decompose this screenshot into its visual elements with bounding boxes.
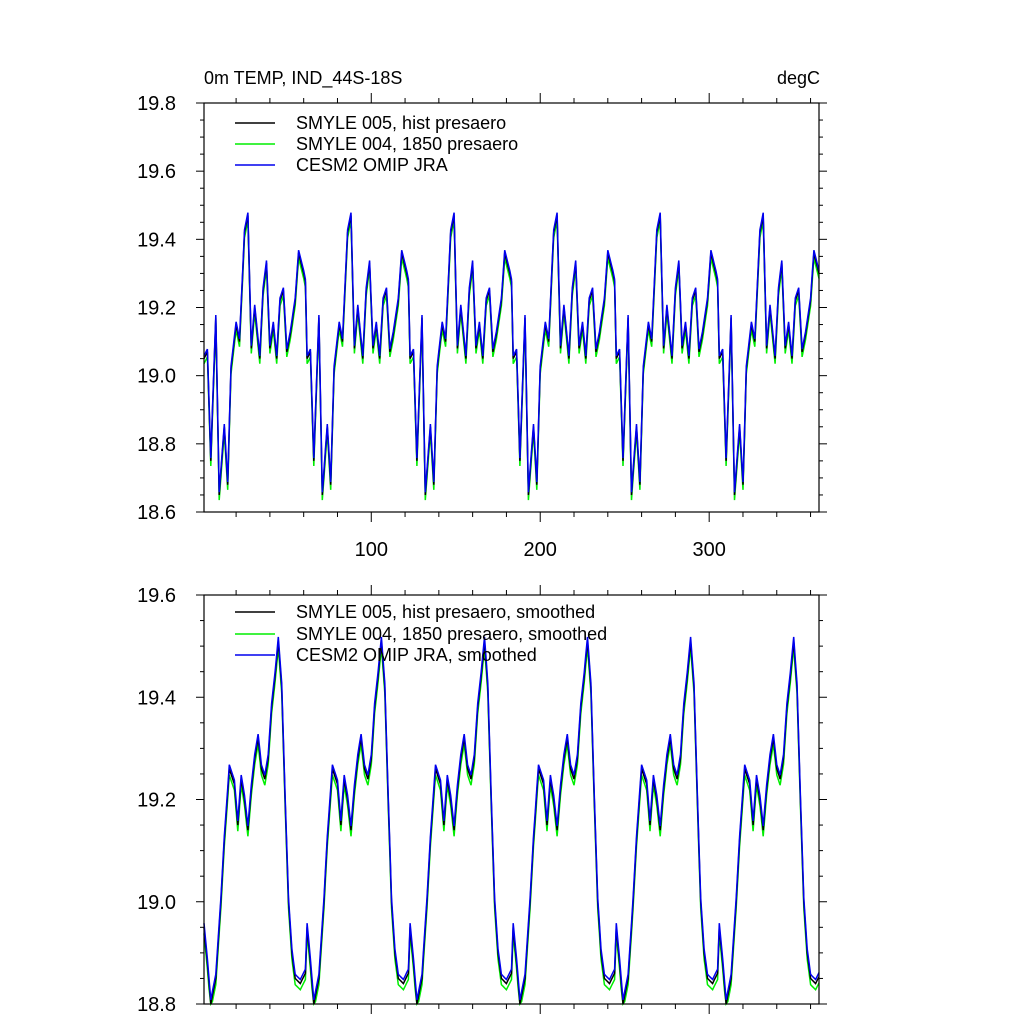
y-tick-label: 19.6 (137, 161, 176, 183)
legend-label-cesm2: CESM2 OMIP JRA (296, 155, 448, 175)
y-tick-label: 19.0 (137, 892, 176, 914)
bottom-smoothed-chart: 18.8 19.0 19.2 19.4 19.6 SMYLE 005, hist pre… (137, 585, 827, 1016)
legend-label-smyle-004-smoothed: SMYLE 004, 1850 presaero, smoothed (296, 624, 607, 644)
x-tick-label: 200 (524, 539, 557, 561)
y-tick-label: 19.0 (137, 366, 176, 388)
y-tick-label: 18.8 (137, 994, 176, 1016)
x-tick-label: 100 (355, 539, 388, 561)
legend: SMYLE 005, hist presaero SMYLE 004, 1850… (235, 113, 518, 175)
y-tick-label: 18.8 (137, 434, 176, 456)
y-tick-label: 19.2 (137, 298, 176, 320)
chart-title: 0m TEMP, IND_44S-18S (204, 68, 402, 89)
y-tick-label: 18.6 (137, 502, 176, 524)
legend: SMYLE 005, hist presaero, smoothed SMYLE… (235, 602, 607, 665)
x-tick-label: 300 (692, 539, 725, 561)
y-tick-label: 19.6 (137, 585, 176, 607)
y-tick-label: 19.2 (137, 790, 176, 812)
y-tick-label: 19.4 (137, 687, 176, 709)
ticks-layer: 18.8 19.0 19.2 19.4 19.6 (137, 585, 827, 1016)
y-tick-label: 19.4 (137, 229, 176, 251)
series-line-2 (203, 636, 820, 1001)
ticks-layer: 18.6 18.8 19.0 19.2 19.4 19.6 19.8 100 200 300 (137, 93, 827, 561)
series-layer (203, 636, 820, 1007)
legend-label-smyle-005-smoothed: SMYLE 005, hist presaero, smoothed (296, 602, 595, 622)
units-label: degC (777, 68, 820, 88)
series-layer (203, 212, 820, 501)
top-temperature-chart: 0m TEMP, IND_44S-18S degC 18.6 18.8 19.0 19… (137, 68, 827, 561)
legend-label-cesm2-smoothed: CESM2 OMIP JRA, smoothed (296, 645, 537, 665)
series-line-2 (203, 212, 820, 493)
y-tick-label: 19.8 (137, 93, 176, 115)
legend-label-smyle-004: SMYLE 004, 1850 presaero (296, 134, 518, 154)
legend-label-smyle-005: SMYLE 005, hist presaero (296, 113, 506, 133)
